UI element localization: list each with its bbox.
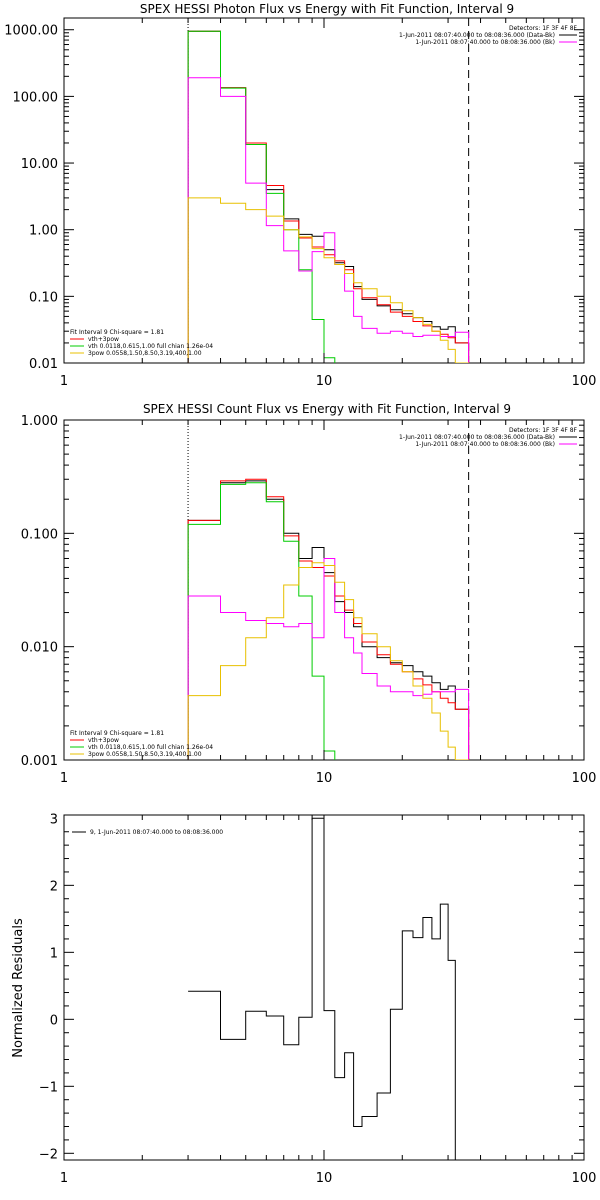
photon-flux-x-tick-label: 1 [60, 374, 68, 389]
residuals-x-tick-label: 100 [572, 1171, 597, 1186]
residuals-y-axis-label: Normalized Residuals [11, 918, 26, 1058]
count-flux-legend-fit-header: Fit Interval 9 Chi-square = 1.81 [70, 730, 164, 737]
count-flux-ticks: 1 10 100 0.001 0.010 0.100 1.000 [21, 414, 597, 786]
photon-flux-legend-3pow: 3pow 0.0558,1.50,8.50,3.19,400,1.00 [88, 350, 202, 357]
count-flux-x-tick-label: 10 [316, 771, 333, 786]
photon-flux-series [187, 18, 470, 363]
count-flux-legend-bottom-left: Fit Interval 9 Chi-square = 1.81 vth+3po… [70, 730, 213, 758]
residuals-legend-text: 9, 1-Jun-2011 08:07:40.000 to 08:08:36.0… [90, 829, 223, 836]
count-flux-x-tick-label: 1 [60, 771, 68, 786]
count-flux-legend-3pow: 3pow 0.0558,1.50,8.50,3.19,400,1.00 [88, 751, 202, 758]
count-flux-x-tick-label: 100 [572, 771, 597, 786]
photon-flux-x-tick-label: 10 [316, 374, 333, 389]
photon-flux-series-data-minus-background [187, 30, 470, 363]
photon-flux-legend-fit-header: Fit Interval 9 Chi-square = 1.81 [70, 329, 164, 336]
photon-flux-y-tick-label: 0.01 [29, 357, 58, 372]
photon-flux-legend-total: vth+3pow [88, 336, 119, 343]
residuals-ticks: 1 10 100 −2 −1 0 1 2 3 [39, 812, 597, 1186]
count-flux-y-tick-label: 0.001 [21, 754, 58, 769]
photon-flux-plot-frame [63, 17, 585, 364]
count-flux-series-total-fit [187, 478, 470, 760]
photon-flux-y-tick-label: 100.00 [13, 90, 59, 105]
photon-flux-legend-vth: vth 0.0118,0.615,1.00 full chian 1.26e-0… [88, 343, 213, 350]
count-flux-legend-data-bk: 1-Jun-2011 08:07:40.000 to 08:08:36.000 … [399, 434, 555, 441]
photon-flux-legend-bk: 1-Jun-2011 08:07:40.000 to 08:08:36.000 … [415, 39, 555, 46]
residuals-series [188, 817, 456, 1160]
count-flux-legend-total: vth+3pow [88, 737, 119, 744]
photon-flux-title: SPEX HESSI Photon Flux vs Energy with Fi… [140, 2, 514, 16]
count-flux-series-thermal-fit [187, 482, 336, 760]
photon-flux-y-tick-label: 1000.00 [4, 24, 58, 39]
residuals-panel: Normalized Residuals 1 10 100 −2 −1 0 1 2 3 9, 1… [11, 812, 597, 1186]
photon-flux-series-power-law-fit [187, 197, 470, 363]
photon-flux-panel: SPEX HESSI Photon Flux vs Energy with Fi… [4, 2, 596, 389]
count-flux-y-tick-label: 0.100 [21, 527, 58, 542]
photon-flux-series-background [187, 77, 470, 363]
photon-flux-legend-top-right: Detectors: 1F 3F 4F 8F 1-Jun-2011 08:07:… [399, 25, 577, 46]
count-flux-legend-top-right: Detectors: 1F 3F 4F 8F 1-Jun-2011 08:07:… [399, 427, 577, 448]
count-flux-series-background [187, 558, 470, 760]
photon-flux-legend-bottom-left: Fit Interval 9 Chi-square = 1.81 vth+3po… [70, 329, 213, 357]
count-flux-series [187, 420, 470, 760]
residuals-x-tick-label: 10 [316, 1171, 333, 1186]
photon-flux-y-tick-label: 1.00 [29, 224, 58, 239]
photon-flux-legend-detectors: Detectors: 1F 3F 4F 8F [509, 25, 578, 32]
count-flux-legend-detectors: Detectors: 1F 3F 4F 8F [509, 427, 578, 434]
count-flux-legend-bk: 1-Jun-2011 08:07:40.000 to 08:08:36.000 … [415, 441, 555, 448]
photon-flux-legend-data-bk: 1-Jun-2011 08:07:40.000 to 08:08:36.000 … [399, 32, 555, 39]
count-flux-y-tick-label: 0.010 [21, 641, 58, 656]
count-flux-series-data-minus-background [187, 480, 470, 760]
photon-flux-ticks: 1 10 100 0.01 0.10 1.00 10.00 100.00 1000.00 [4, 18, 596, 389]
photon-flux-x-tick-label: 100 [572, 374, 597, 389]
residuals-y-tick-label: −2 [39, 1147, 58, 1162]
residuals-legend: 9, 1-Jun-2011 08:07:40.000 to 08:08:36.0… [72, 829, 223, 836]
photon-flux-series-total-fit [187, 30, 470, 363]
residuals-y-tick-label: 3 [50, 812, 58, 827]
residuals-x-tick-label: 1 [60, 1171, 68, 1186]
count-flux-panel: SPEX HESSI Count Flux vs Energy with Fit… [21, 402, 597, 786]
residuals-y-tick-label: 0 [50, 1013, 58, 1028]
photon-flux-series-thermal-fit [187, 30, 336, 363]
residuals-y-tick-label: 2 [50, 879, 58, 894]
residuals-y-tick-label: −1 [39, 1080, 58, 1095]
photon-flux-y-tick-label: 0.10 [29, 290, 58, 305]
residuals-series-data-minus-background [188, 817, 456, 1160]
count-flux-y-tick-label: 1.000 [21, 414, 58, 429]
count-flux-title: SPEX HESSI Count Flux vs Energy with Fit… [143, 402, 511, 416]
photon-flux-y-tick-label: 10.00 [21, 157, 58, 172]
count-flux-legend-vth: vth 0.0118,0.615,1.00 full chian 1.26e-0… [88, 744, 213, 751]
count-flux-series-power-law-fit [187, 562, 470, 760]
residuals-y-tick-label: 1 [50, 946, 58, 961]
